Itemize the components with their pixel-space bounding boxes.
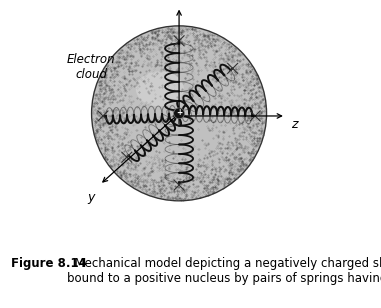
Ellipse shape [136,71,184,106]
Text: z: z [291,118,297,131]
Text: +: + [176,108,182,117]
Text: Electron
cloud: Electron cloud [67,53,116,80]
Text: Figure 8.14: Figure 8.14 [11,257,86,270]
Text: x: x [182,0,189,3]
Text: y: y [87,192,95,205]
Circle shape [91,26,267,201]
Circle shape [174,108,184,119]
Text: Mechanical model depicting a negatively charged shell
bound to a positive nucleu: Mechanical model depicting a negatively … [67,257,381,286]
